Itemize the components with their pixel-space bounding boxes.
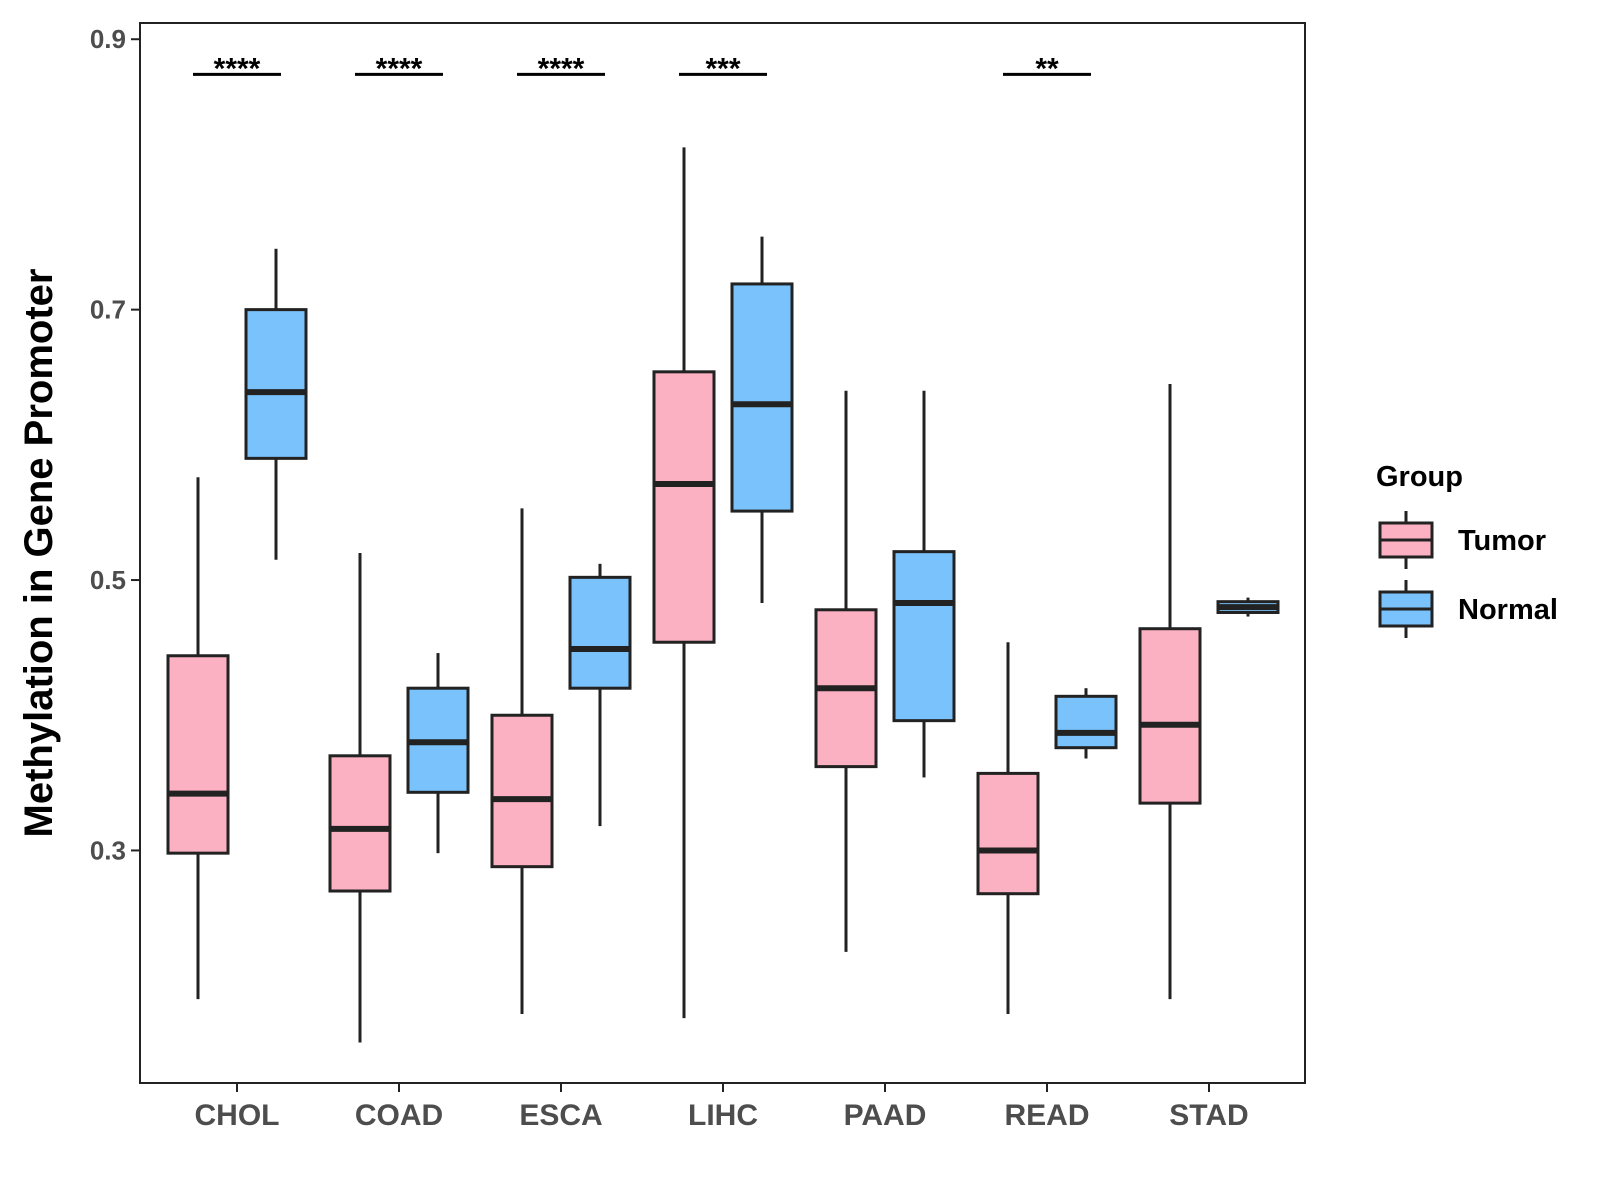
significance-label: ** xyxy=(1035,52,1059,85)
legend-title: Group xyxy=(1376,461,1463,493)
box-body xyxy=(166,654,230,855)
y-axis: 0.3 0.5 0.7 0.9 xyxy=(90,24,140,865)
legend-item-label: Normal xyxy=(1458,594,1558,626)
x-tick-label: PAAD xyxy=(844,1099,927,1132)
legend-item-tumor: Tumor xyxy=(1378,511,1546,569)
box-body xyxy=(1138,627,1202,805)
box-normal-lihc xyxy=(730,236,794,604)
box-tumor-lihc xyxy=(652,147,716,1019)
box-series xyxy=(166,147,1280,1043)
significance-label: **** xyxy=(538,52,585,85)
box-body xyxy=(328,754,392,893)
box-normal-stad xyxy=(1216,597,1280,617)
box-tumor-paad xyxy=(814,390,878,952)
significance-label: *** xyxy=(705,52,740,85)
box-tumor-esca xyxy=(490,508,554,1015)
legend-item-normal: Normal xyxy=(1378,580,1558,638)
box-normal-paad xyxy=(892,390,956,778)
x-tick-label: READ xyxy=(1004,1099,1089,1132)
y-tick-label: 0.7 xyxy=(90,295,126,325)
box-tumor-stad xyxy=(1138,383,1202,1000)
legend-item-label: Tumor xyxy=(1458,525,1546,557)
box-body xyxy=(568,575,632,690)
box-tumor-chol xyxy=(166,477,230,1000)
box-normal-chol xyxy=(244,248,308,560)
box-body xyxy=(976,771,1040,896)
box-normal-esca xyxy=(568,563,632,827)
x-tick-label: ESCA xyxy=(519,1099,602,1132)
significance-label: **** xyxy=(376,52,423,85)
box-normal-coad xyxy=(406,653,470,854)
y-tick-label: 0.5 xyxy=(90,565,126,595)
box-tumor-read xyxy=(976,642,1040,1015)
box-tumor-coad xyxy=(328,553,392,1043)
box-body xyxy=(730,282,794,513)
box-body xyxy=(892,550,956,723)
x-axis: CHOL COAD ESCA LIHC PAAD READ STAD xyxy=(195,1083,1249,1132)
plot-panel xyxy=(139,22,1306,1084)
x-tick-label: COAD xyxy=(355,1099,443,1132)
y-tick-label: 0.3 xyxy=(90,835,126,865)
box-body xyxy=(1054,694,1118,750)
y-axis-label: Methylation in Gene Promoter xyxy=(17,269,61,838)
x-tick-label: STAD xyxy=(1169,1099,1248,1132)
x-tick-label: LIHC xyxy=(688,1099,758,1132)
x-tick-label: CHOL xyxy=(195,1099,280,1132)
significance-annotations: **** **** **** *** ** xyxy=(193,52,1091,85)
box-normal-read xyxy=(1054,688,1118,759)
significance-label: **** xyxy=(214,52,261,85)
box-body xyxy=(244,308,308,460)
box-body xyxy=(490,713,554,869)
legend: Group Tumor Normal xyxy=(1376,461,1558,638)
box-body xyxy=(652,370,716,644)
y-tick-label: 0.9 xyxy=(90,24,126,54)
